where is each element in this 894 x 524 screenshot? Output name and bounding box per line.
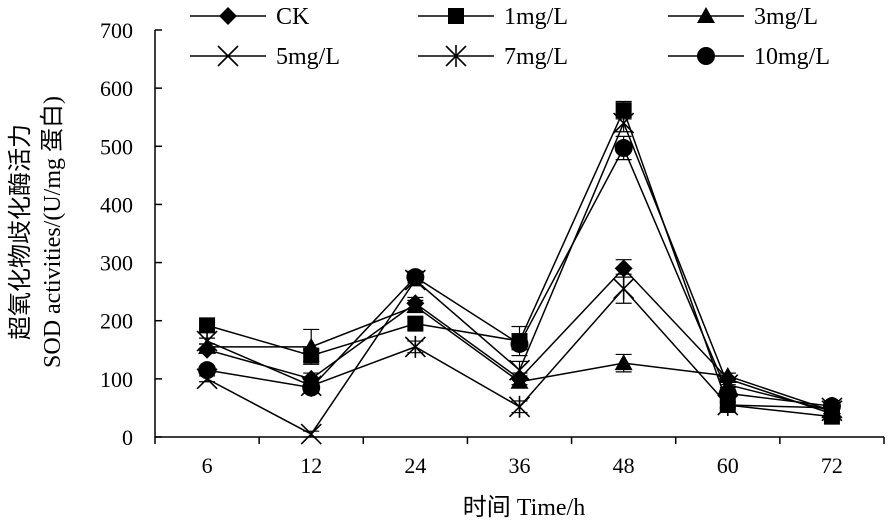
x-tick-label: 6 <box>202 453 213 478</box>
data-point <box>300 423 322 445</box>
data-point <box>404 335 426 358</box>
data-point <box>613 112 635 134</box>
data-point <box>302 337 321 354</box>
y-axis-title-en: SOD activities/(U/mg 蛋白) <box>39 96 66 368</box>
legend-entry: 7mg/L <box>418 44 568 70</box>
legend-label: 10mg/L <box>754 44 830 70</box>
data-point <box>510 372 529 389</box>
data-point <box>614 354 633 371</box>
data-point <box>508 395 531 418</box>
y-axis-title-cn: 超氧化物歧化酶活力 <box>7 124 34 340</box>
legend-entry: 5mg/L <box>190 44 340 70</box>
data-point <box>198 361 217 380</box>
y-tick-label: 200 <box>100 309 133 334</box>
legend-entry: CK <box>190 4 310 30</box>
data-point <box>406 268 425 287</box>
data-point <box>614 139 633 158</box>
x-tick-label: 60 <box>717 453 739 478</box>
y-tick-label: 0 <box>122 425 133 450</box>
x-tick-label: 24 <box>404 453 426 478</box>
legend-label: 5mg/L <box>276 44 340 70</box>
legend-marker <box>448 8 464 24</box>
data-point <box>196 330 218 353</box>
y-tick-label: 400 <box>100 192 133 217</box>
data-point <box>510 334 529 353</box>
x-tick-label: 48 <box>613 453 635 478</box>
data-point <box>508 359 531 381</box>
y-tick-label: 100 <box>100 367 133 392</box>
legend-entry: 3mg/L <box>668 4 818 30</box>
data-point <box>406 297 425 314</box>
y-tick-label: 600 <box>100 76 133 101</box>
legend-marker <box>217 45 239 67</box>
data-point <box>613 277 635 300</box>
data-point <box>199 317 216 334</box>
axes: 0 100 200 300 400 500 600 700 6 12 24 36 48 60 72 <box>100 18 885 478</box>
legend-label: 3mg/L <box>754 4 818 30</box>
legend-entry: 10mg/L <box>668 44 830 70</box>
legend-label: 7mg/L <box>504 44 568 70</box>
x-tick-label: 72 <box>821 453 843 478</box>
data-point <box>614 259 633 278</box>
data-point <box>302 378 321 397</box>
series-layer <box>196 100 843 445</box>
legend-label: 1mg/L <box>504 4 568 30</box>
x-tick-label: 12 <box>300 453 322 478</box>
data-point <box>407 315 424 332</box>
x-tick-label: 36 <box>509 453 531 478</box>
legend-entry: 1mg/L <box>418 4 568 30</box>
legend-marker <box>697 7 715 23</box>
legend-marker <box>697 47 715 65</box>
x-axis-title: 时间 Time/h <box>463 494 585 521</box>
y-tick-label: 700 <box>100 18 133 43</box>
data-point <box>822 397 841 416</box>
series-10mg-l <box>198 135 841 416</box>
y-tick-label: 300 <box>100 251 133 276</box>
legend-label: CK <box>276 4 310 30</box>
legend: CK 1mg/L 3mg/L 5mg/L 7mg/L 10mg/L <box>190 4 830 70</box>
legend-marker <box>219 7 237 25</box>
legend-marker <box>445 45 467 67</box>
data-point <box>718 366 737 383</box>
data-point <box>718 384 737 403</box>
y-tick-label: 500 <box>100 134 133 159</box>
series-5mg-l <box>196 112 843 445</box>
